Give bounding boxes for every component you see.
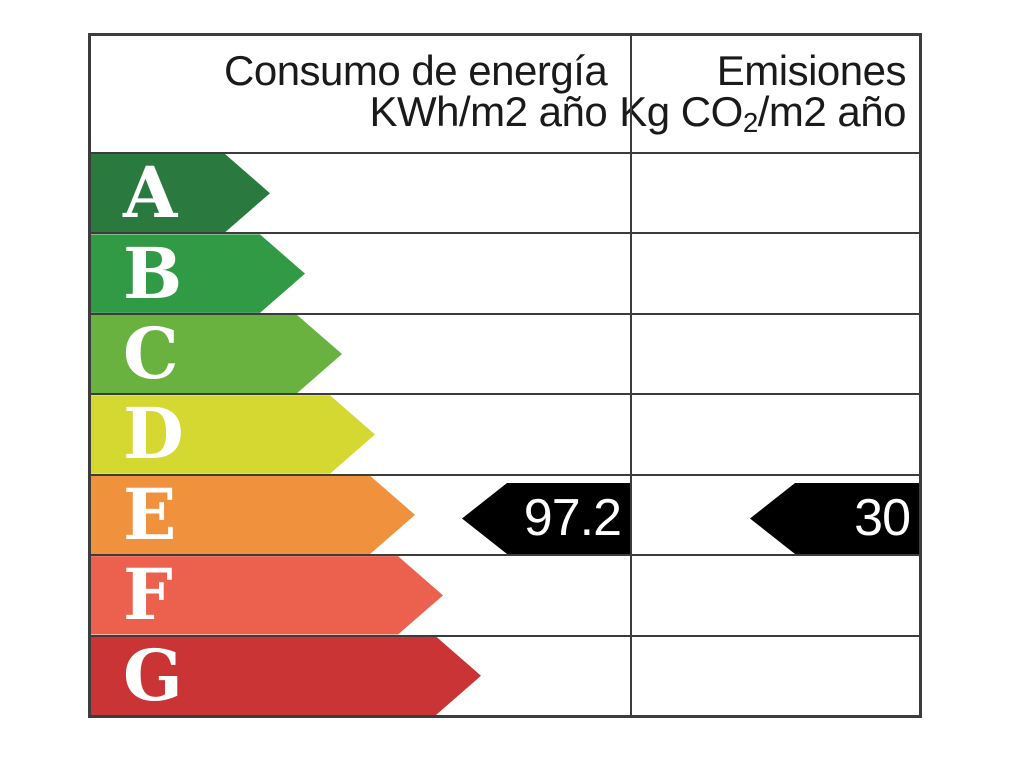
rating-row: F: [91, 554, 919, 634]
header-emissions: Emisiones Kg CO2/m2 año: [619, 36, 919, 152]
emissions-unit-prefix: Kg CO: [619, 88, 743, 135]
header-emissions-line1: Emisiones: [716, 47, 907, 94]
rating-row: E: [91, 473, 919, 554]
rating-row: D: [91, 393, 919, 473]
table-header: Consumo de energía KWh/m2 año Emisiones …: [91, 36, 919, 152]
header-consumption-line1: Consumo de energía: [224, 47, 608, 94]
rating-row: A: [91, 152, 919, 232]
rating-row: C: [91, 312, 919, 393]
rating-letter: G: [123, 633, 183, 717]
rating-letter: B: [123, 231, 183, 315]
rating-row: G: [91, 634, 919, 715]
rating-bar-arrow: C: [91, 315, 342, 393]
header-emissions-line2: Kg CO2/m2 año: [619, 88, 907, 137]
rating-rows: A B C D E F G: [91, 152, 919, 715]
rating-bar-arrow: G: [91, 637, 481, 715]
column-divider: [630, 36, 632, 715]
rating-letter: C: [123, 312, 179, 396]
rating-bar-arrow: D: [91, 395, 375, 473]
consumption-value: 97.2: [523, 489, 622, 547]
header-consumption: Consumo de energía KWh/m2 año: [91, 36, 619, 152]
rating-letter: F: [123, 553, 173, 637]
co2-subscript: 2: [742, 107, 758, 139]
rating-bar-arrow: E: [91, 476, 415, 554]
rating-letter: E: [123, 472, 177, 556]
emissions-unit-suffix: /m2 año: [757, 88, 907, 135]
rating-bar-arrow: A: [91, 154, 270, 232]
rating-row: B: [91, 232, 919, 312]
rating-bar-arrow: B: [91, 234, 305, 312]
rating-table: Consumo de energía KWh/m2 año Emisiones …: [88, 33, 922, 718]
rating-letter: A: [123, 151, 178, 235]
rating-bar-arrow: F: [91, 556, 443, 634]
rating-letter: D: [123, 392, 184, 476]
emissions-value: 30: [854, 489, 911, 547]
header-consumption-line2: KWh/m2 año: [369, 88, 608, 135]
